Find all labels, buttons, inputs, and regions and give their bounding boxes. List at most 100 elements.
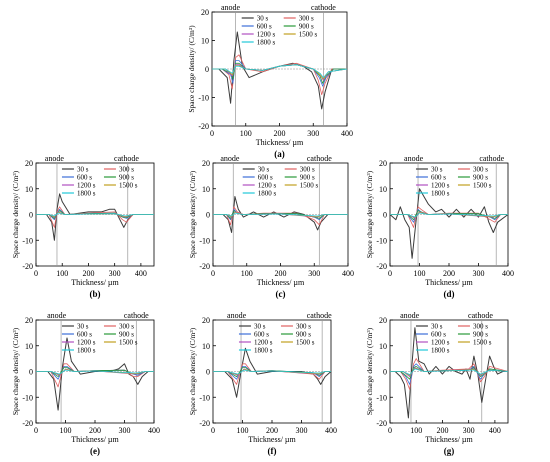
legend-label: 30 s [77,166,89,174]
y-axis-title: Space charge density/ (C/m³) [188,170,197,258]
y-axis-title: Space charge density/ (C/m³) [365,170,374,258]
series-line-1800s [36,369,154,375]
x-tick-label: 200 [436,426,448,435]
anode-label: anode [220,154,240,163]
series-line-1800s [390,212,508,218]
legend-label: 900 s [296,331,311,339]
x-tick-label: 200 [266,426,278,435]
legend-label: 1800 s [77,190,96,198]
legend-label: 1500 s [473,339,492,347]
legend-label: 300 s [299,15,314,23]
legend-label: 300 s [296,323,311,331]
legend-label: 1800 s [254,347,273,355]
x-tick-label: 0 [211,426,215,435]
legend-label: 300 s [473,323,488,331]
x-tick-label: 0 [388,426,392,435]
y-axis-title: Space charge density/ (C/m³) [187,25,196,113]
legend-label: 600 s [77,174,92,182]
series-line-300s [212,54,347,96]
y-tick-label: -20 [376,262,387,271]
series-line-1800s [390,368,509,376]
y-tick-label: 0 [206,368,210,377]
legend-label: 900 s [473,331,488,339]
y-tick-label: -20 [376,419,387,428]
legend-label: 1500 s [300,182,319,190]
legend-label: 30 s [431,323,443,331]
y-tick-label: 0 [206,211,210,220]
panel-label: (a) [274,149,285,159]
y-tick-label: 0 [205,65,209,74]
x-tick-label: 100 [414,269,426,278]
y-tick-label: -10 [198,94,209,103]
panel-label: (c) [276,289,286,299]
legend-label: 1800 s [431,190,450,198]
legend-label: 300 s [300,166,315,174]
legend-label: 1500 s [473,182,492,190]
y-tick-label: 0 [383,211,387,220]
y-tick-label: 10 [379,185,387,194]
legend-label: 600 s [258,174,273,182]
series-line-1800s [213,369,331,375]
panel-label: (b) [90,289,101,299]
legend-label: 1500 s [296,339,315,347]
panel-label: (f) [268,446,277,456]
x-tick-label: 300 [473,269,485,278]
x-tick-label: 100 [241,269,253,278]
y-axis-title: Space charge density/ (C/m³) [11,327,20,415]
chart-panel-a: 0 100 200 300 400 -20 -10 0 10 20 anode cathode 30 s… [187,3,353,159]
y-tick-label: 0 [29,211,33,220]
legend-label: 1500 s [119,182,138,190]
series-line-30s [389,188,509,259]
y-tick-label: -10 [376,236,387,245]
legend-label: 1200 s [257,31,276,39]
x-tick-label: 400 [341,129,353,138]
legend-label: 30 s [257,15,269,23]
cathode-label: cathode [479,154,504,163]
y-tick-label: 20 [25,316,33,325]
y-tick-label: 20 [202,159,210,168]
legend-label: 1200 s [77,182,96,190]
y-tick-label: 10 [202,185,210,194]
y-tick-label: 20 [379,316,387,325]
cathode-label: cathode [307,311,332,320]
series-line-900s [213,210,348,219]
legend-label: 600 s [431,174,446,182]
cathode-label: cathode [114,154,139,163]
y-tick-label: 20 [202,316,210,325]
x-tick-label: 400 [148,426,160,435]
series-line-30s [212,31,347,110]
series-line-30s [390,327,508,419]
x-tick-label: 300 [307,129,319,138]
legend-label: 30 s [77,323,89,331]
x-axis-title: Thickness/ µm [257,278,305,287]
y-tick-label: 0 [383,368,387,377]
chart-panel-f: 0 100 200 300 400 -20 -10 0 10 20 anode cathode 30 s… [188,311,337,456]
chart-panel-g: 0 100 200 300 400 -20 -10 0 10 20 anode cathode 30 s… [365,311,509,456]
y-tick-label: -20 [199,419,210,428]
series-line-1800s [212,64,348,78]
anode-label: anode [404,154,424,163]
series-line-1800s [36,212,154,217]
y-tick-label: 0 [29,368,33,377]
legend-label: 30 s [258,166,270,174]
legend-label: 1800 s [258,190,277,198]
anode-label: anode [45,154,65,163]
y-tick-label: 20 [379,159,387,168]
y-axis-title: Space charge density/ (C/m³) [188,327,197,415]
y-tick-label: -20 [199,262,210,271]
chart-panel-c: 0 100 200 300 400 -20 -10 0 10 20 anode cathode 30 s… [188,154,354,299]
x-tick-label: 100 [56,269,68,278]
y-tick-label: -10 [22,236,33,245]
x-axis-title: Thickness/ µm [248,435,296,444]
legend-label: 1800 s [257,39,276,47]
legend-label: 300 s [119,166,134,174]
legend-label: 900 s [119,331,134,339]
x-tick-label: 300 [463,426,475,435]
x-tick-label: 200 [274,129,286,138]
x-axis-title: Thickness/ µm [425,278,473,287]
panel-label: (g) [444,446,455,456]
x-tick-label: 0 [211,269,215,278]
legend-label: 1200 s [258,182,277,190]
x-tick-label: 0 [34,269,38,278]
